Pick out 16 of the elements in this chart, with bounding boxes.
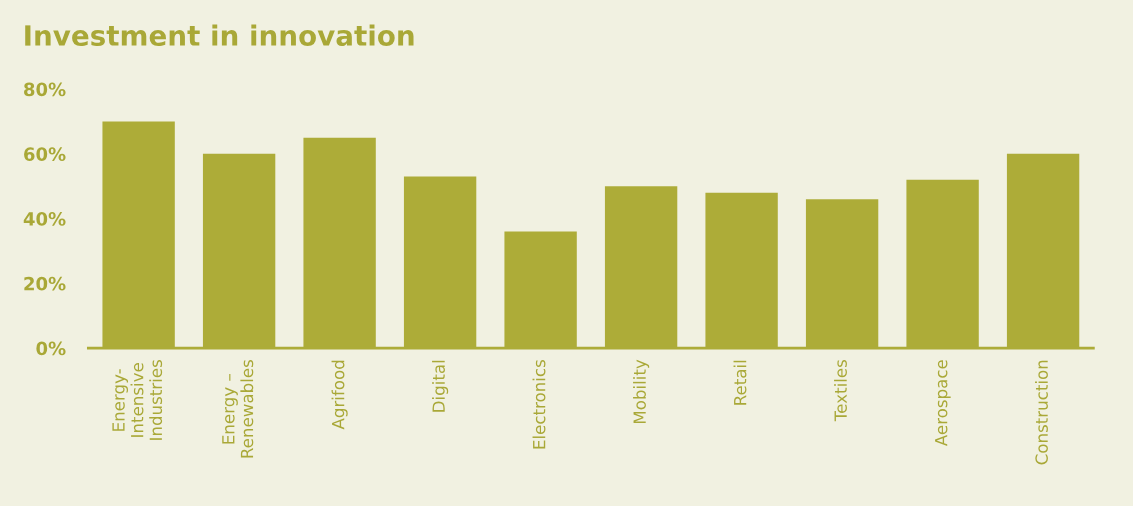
- x-tick-label: Mobility: [633, 359, 650, 424]
- x-tick-label: Construction: [1035, 360, 1048, 465]
- x-tick-label: Energy- Intensive Industries: [112, 360, 163, 440]
- x-tick-label: Energy – Renewables: [222, 360, 254, 458]
- y-tick-label: 40%: [23, 212, 66, 226]
- y-tick-label: 20%: [24, 276, 66, 291]
- x-tick-label: Agrifood: [331, 360, 348, 430]
- x-tick-label: Aerospace: [935, 360, 951, 447]
- x-tick-label: Textiles: [834, 360, 847, 422]
- y-tick-label: 0%: [36, 341, 66, 356]
- x-tick-label: Digital: [432, 360, 449, 412]
- x-tick-label: Retail: [733, 360, 747, 405]
- x-tick-label: Electronics: [532, 360, 546, 449]
- chart-title: Investment in innovation: [25, 24, 414, 47]
- y-tick-label: 60%: [24, 147, 66, 161]
- y-tick-label: 80%: [24, 82, 66, 97]
